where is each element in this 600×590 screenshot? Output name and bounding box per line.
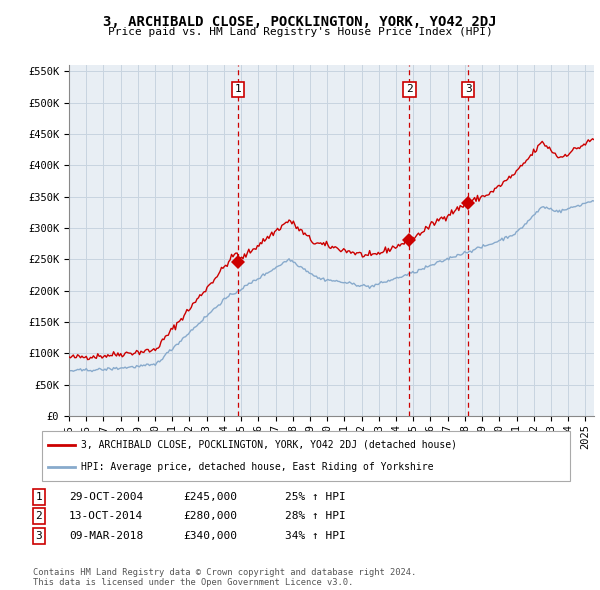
Text: £280,000: £280,000	[183, 512, 237, 521]
Text: 3, ARCHIBALD CLOSE, POCKLINGTON, YORK, YO42 2DJ: 3, ARCHIBALD CLOSE, POCKLINGTON, YORK, Y…	[103, 15, 497, 29]
Text: 1: 1	[35, 492, 43, 502]
Text: HPI: Average price, detached house, East Riding of Yorkshire: HPI: Average price, detached house, East…	[81, 462, 433, 472]
Text: £245,000: £245,000	[183, 492, 237, 502]
Text: 13-OCT-2014: 13-OCT-2014	[69, 512, 143, 521]
Text: Contains HM Land Registry data © Crown copyright and database right 2024.
This d: Contains HM Land Registry data © Crown c…	[33, 568, 416, 587]
Text: 3, ARCHIBALD CLOSE, POCKLINGTON, YORK, YO42 2DJ (detached house): 3, ARCHIBALD CLOSE, POCKLINGTON, YORK, Y…	[81, 440, 457, 450]
Text: 28% ↑ HPI: 28% ↑ HPI	[285, 512, 346, 521]
Text: 25% ↑ HPI: 25% ↑ HPI	[285, 492, 346, 502]
Text: 1: 1	[235, 84, 242, 94]
Text: 3: 3	[465, 84, 472, 94]
Text: 2: 2	[35, 512, 43, 521]
Text: Price paid vs. HM Land Registry's House Price Index (HPI): Price paid vs. HM Land Registry's House …	[107, 27, 493, 37]
Text: 34% ↑ HPI: 34% ↑ HPI	[285, 531, 346, 540]
Text: 3: 3	[35, 531, 43, 540]
Text: 29-OCT-2004: 29-OCT-2004	[69, 492, 143, 502]
Text: £340,000: £340,000	[183, 531, 237, 540]
Text: 09-MAR-2018: 09-MAR-2018	[69, 531, 143, 540]
Text: 2: 2	[406, 84, 413, 94]
